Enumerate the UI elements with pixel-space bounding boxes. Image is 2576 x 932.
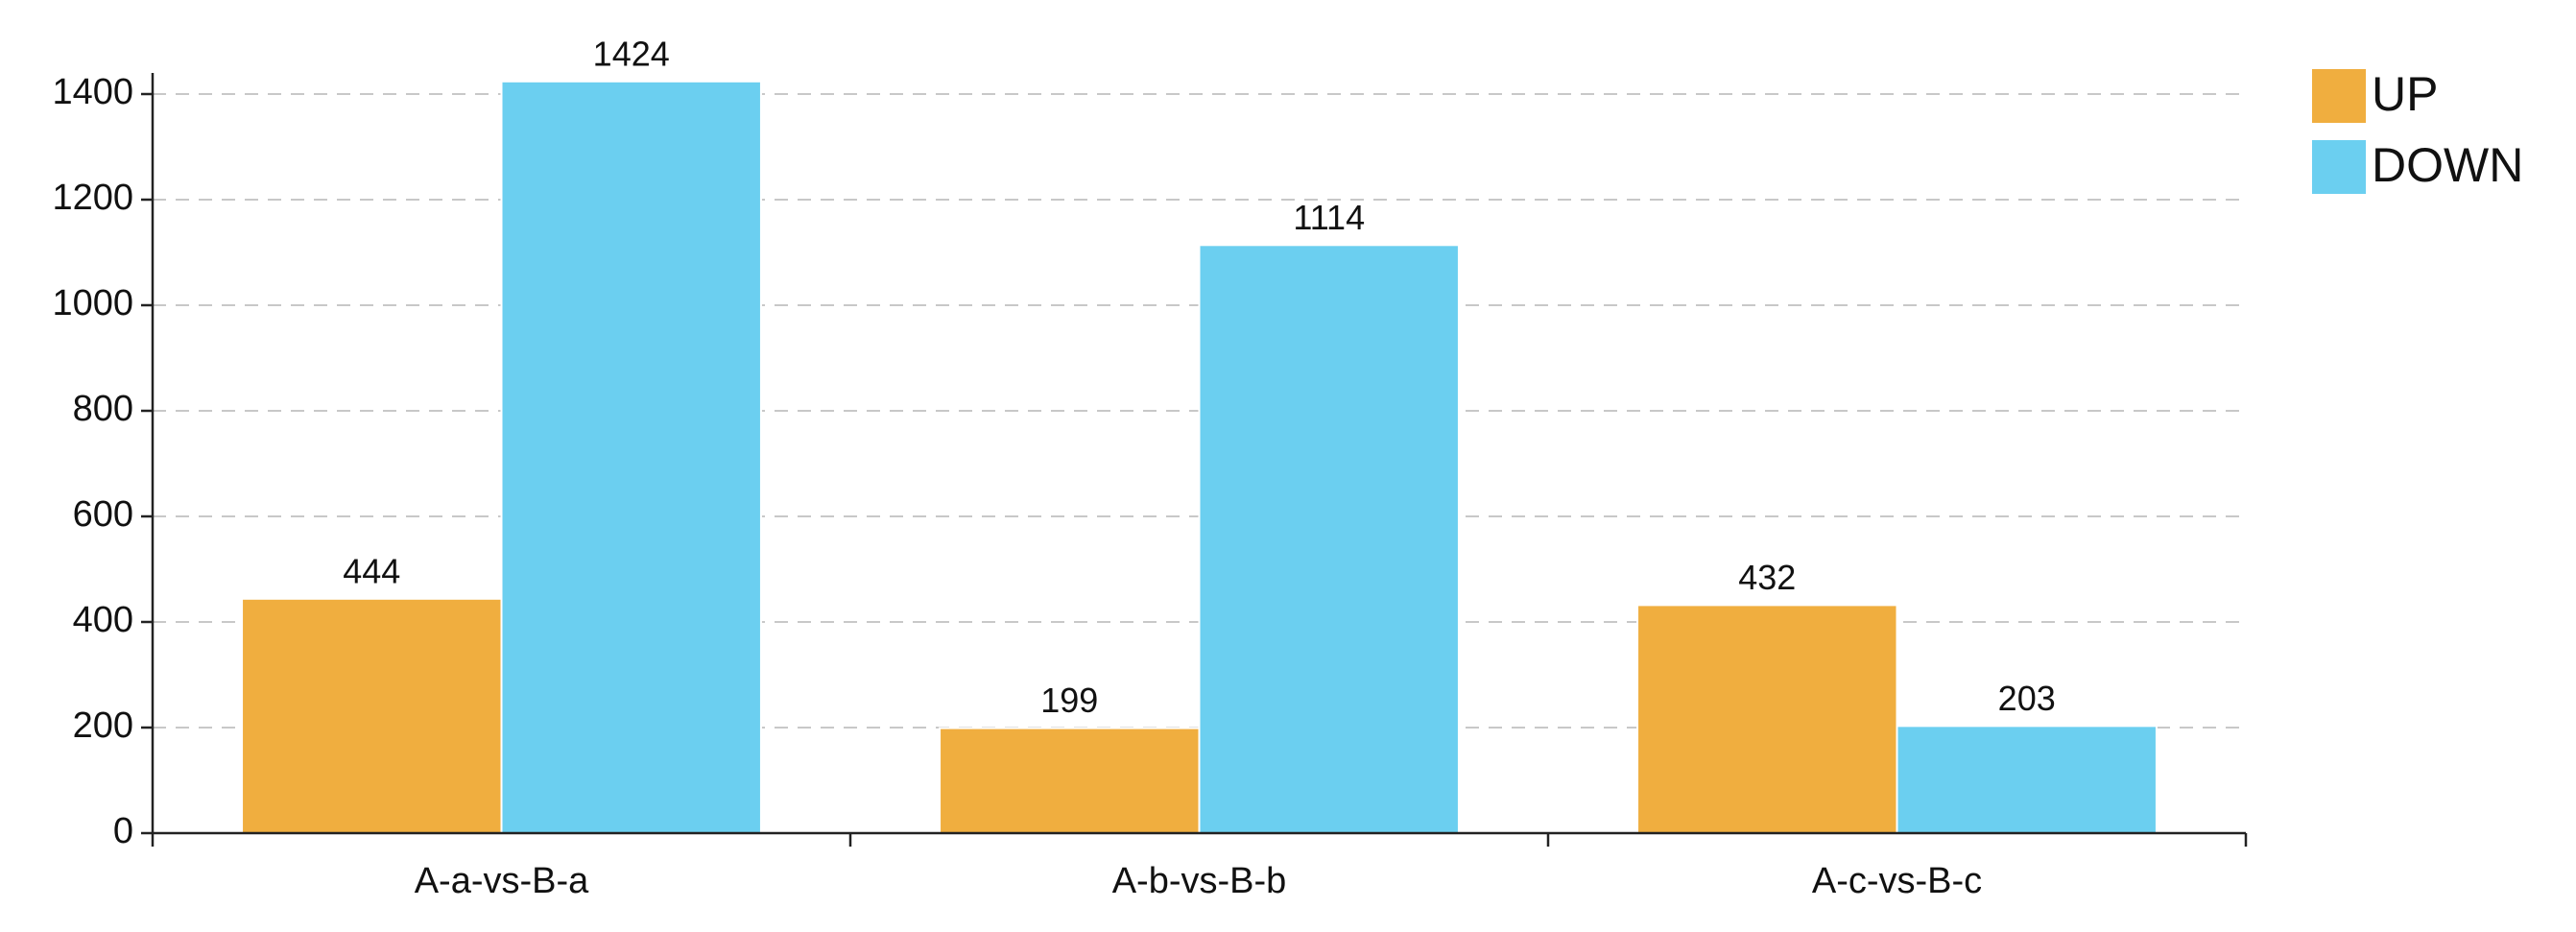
y-tick-label: 1400 — [52, 72, 133, 112]
bar — [500, 80, 762, 835]
y-tick-label: 400 — [73, 600, 133, 640]
bar — [1896, 725, 2158, 834]
y-tick-label: 0 — [113, 811, 133, 851]
y-tick-label: 1200 — [52, 178, 133, 218]
value-label: 432 — [1738, 558, 1796, 597]
bar — [1636, 604, 1898, 835]
y-tick-label: 200 — [73, 705, 133, 746]
y-tick-label: 1000 — [52, 283, 133, 323]
legend-label: DOWN — [2372, 138, 2523, 192]
x-tick-label: A-a-vs-B-a — [415, 861, 589, 901]
value-label: 199 — [1040, 681, 1098, 720]
value-label: 1424 — [593, 34, 670, 73]
y-tick-label: 600 — [73, 494, 133, 535]
value-label: 1114 — [1293, 198, 1365, 237]
bar — [241, 597, 503, 834]
value-label: 203 — [1998, 679, 2056, 718]
value-label: 444 — [343, 551, 400, 590]
x-tick-label: A-c-vs-B-c — [1812, 861, 1982, 901]
legend-swatch — [2312, 69, 2366, 123]
y-tick-label: 800 — [73, 389, 133, 429]
legend-label: UP — [2372, 67, 2438, 121]
bar — [1198, 244, 1460, 835]
bar — [939, 727, 1201, 834]
x-tick-label: A-b-vs-B-b — [1112, 861, 1287, 901]
legend-swatch — [2312, 140, 2366, 194]
